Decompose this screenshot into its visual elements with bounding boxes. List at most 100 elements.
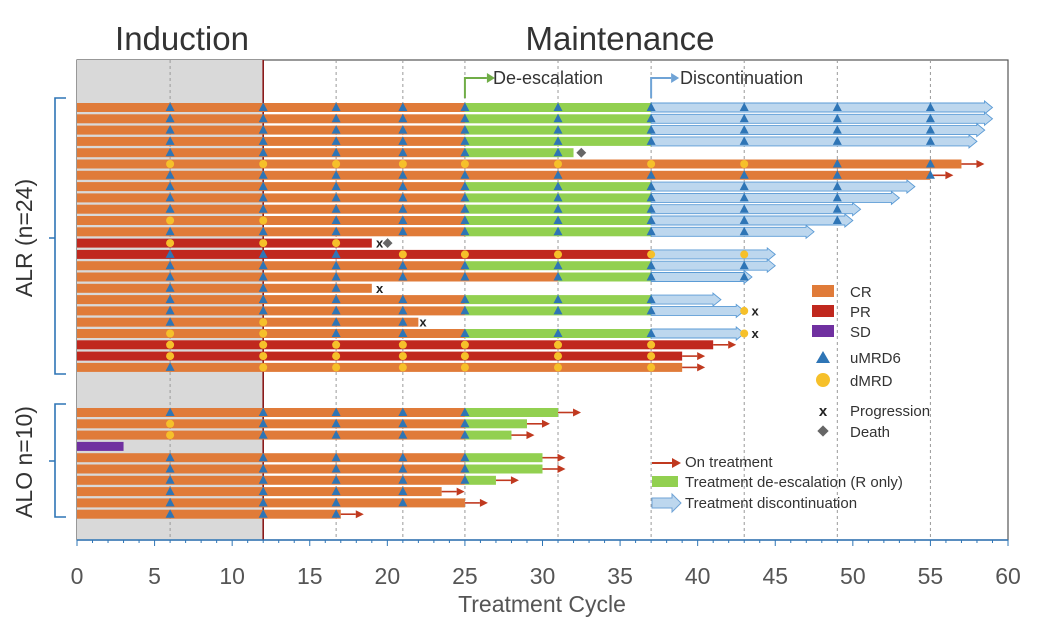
patient-3-umrd6-marker-0 [165, 125, 175, 134]
patient-12-umrd6-marker-6 [646, 226, 656, 236]
legend-label-on-treatment: On treatment [685, 454, 773, 471]
patient-3-umrd6-marker-2 [331, 125, 341, 134]
patient-22-dmrd-marker-6 [647, 340, 656, 349]
patient-9-umrd6-marker-1 [258, 192, 268, 202]
patient-1-umrd6-marker-7 [739, 102, 749, 111]
patient-29-umrd6-marker-4 [460, 452, 470, 462]
patient-19-discontinuation-arrow [650, 303, 745, 319]
patient-10-umrd6-marker-8 [832, 204, 842, 213]
patient-2-umrd6-marker-3 [398, 113, 408, 123]
patient-23-dmrd-marker-5 [554, 352, 563, 361]
patient-19-dmrd-marker-7 [740, 306, 749, 315]
patient-21-response-bar [77, 329, 465, 338]
patient-18-umrd6-marker-4 [460, 294, 470, 304]
patient-21-progression-marker: x [751, 326, 759, 341]
patient-5-death-marker [576, 147, 587, 158]
patient-11-umrd6-marker-3 [398, 215, 408, 224]
patient-2-umrd6-marker-8 [832, 113, 842, 123]
patient-9-umrd6-marker-8 [832, 192, 842, 202]
patient-19-umrd6-marker-2 [331, 305, 341, 315]
patient-29-umrd6-marker-0 [165, 452, 175, 462]
patient-12-umrd6-marker-0 [165, 226, 175, 236]
patient-7-umrd6-marker-6 [646, 170, 656, 179]
patient-23-dmrd-marker-6 [647, 352, 656, 361]
patient-3-response-bar [77, 125, 465, 135]
legend-label-deescalation: Treatment de-escalation (R only) [685, 474, 903, 491]
patient-10-umrd6-marker-7 [739, 204, 749, 213]
legend-label-progression: Progression [850, 403, 930, 420]
legend-label-sd: SD [850, 324, 871, 341]
patient-34-umrd6-marker-0 [165, 509, 175, 518]
patient-16-deescalation-bar [558, 272, 652, 282]
patient-5-umrd6-marker-1 [258, 147, 268, 157]
patient-21-umrd6-marker-4 [460, 328, 470, 337]
x-tick-label-10: 10 [219, 563, 245, 589]
patient-1-discontinuation-arrow [650, 100, 994, 115]
patient-13-death-marker [382, 238, 393, 249]
patient-25-umrd6-marker-2 [331, 407, 341, 416]
patient-2-umrd6-marker-4 [460, 113, 470, 123]
patient-29-response-bar [77, 453, 465, 463]
patient-3-umrd6-marker-4 [460, 125, 470, 134]
patient-22-dmrd-marker-0 [166, 340, 175, 349]
legend-deescalation-swatch [652, 476, 678, 487]
patient-9-discontinuation-arrow [650, 190, 901, 206]
patient-12-umrd6-marker-1 [258, 226, 268, 236]
patient-21-umrd6-marker-3 [398, 328, 408, 337]
patient-11-umrd6-marker-5 [553, 215, 563, 224]
patient-6-umrd6-marker-8 [832, 159, 842, 168]
legend-label-umrd6: uMRD6 [850, 350, 901, 367]
patient-27-response-bar [77, 430, 465, 440]
patient-14-dmrd-marker-3 [398, 250, 407, 259]
annotation-deescalation: De-escalation [493, 68, 603, 88]
patient-11-umrd6-marker-7 [739, 215, 749, 224]
patient-27-on-treatment-arrowhead [526, 431, 535, 440]
patient-4-response-bar [77, 136, 465, 146]
patient-33-umrd6-marker-2 [331, 497, 341, 507]
patient-3-umrd6-marker-5 [553, 125, 563, 134]
patient-3-umrd6-marker-8 [832, 125, 842, 134]
patient-1-umrd6-marker-5 [553, 102, 563, 111]
patient-18-umrd6-marker-2 [331, 294, 341, 304]
phase-label-maintenance: Maintenance [526, 20, 715, 57]
legend-label-cr: CR [850, 284, 872, 301]
patient-10-response-bar [77, 204, 465, 214]
patient-28-response-bar [77, 441, 124, 451]
patient-27-umrd6-marker-2 [331, 430, 341, 439]
patient-23-dmrd-marker-3 [398, 352, 407, 361]
patient-25-umrd6-marker-3 [398, 407, 408, 416]
patient-18-umrd6-marker-3 [398, 294, 408, 304]
patient-2-discontinuation-arrow [650, 111, 994, 127]
patient-31-umrd6-marker-0 [165, 475, 175, 484]
patient-16-umrd6-marker-6 [646, 272, 656, 281]
patient-6-umrd6-marker-9 [925, 159, 935, 168]
patient-33-umrd6-marker-0 [165, 497, 175, 507]
patient-16-umrd6-marker-0 [165, 272, 175, 281]
patient-1-umrd6-marker-3 [398, 102, 408, 111]
patient-13-progression-marker: x [376, 236, 384, 251]
patient-18-umrd6-marker-5 [553, 294, 563, 304]
patient-15-umrd6-marker-5 [553, 260, 563, 270]
patient-11-response-bar [77, 216, 465, 225]
patient-9-umrd6-marker-7 [739, 192, 749, 202]
patient-34-umrd6-marker-1 [258, 509, 268, 518]
patient-21-dmrd-marker-7 [740, 329, 749, 338]
patient-26-response-bar [77, 419, 465, 429]
patient-6-dmrd-marker-0 [166, 160, 175, 168]
deescalation-pointer-head [486, 73, 495, 83]
patient-23-response-bar [77, 351, 683, 361]
discontinuation-pointer-head [671, 73, 680, 83]
patient-16-umrd6-marker-4 [460, 272, 470, 281]
legend-on-treatment-arrowhead [672, 458, 681, 468]
patient-8-umrd6-marker-3 [398, 181, 408, 191]
patient-1-response-bar [77, 103, 465, 112]
patient-10-umrd6-marker-4 [460, 204, 470, 213]
patient-7-umrd6-marker-5 [553, 170, 563, 179]
patient-12-response-bar [77, 227, 465, 237]
patient-10-umrd6-marker-5 [553, 204, 563, 213]
patient-4-discontinuation-arrow [650, 133, 978, 149]
patient-30-umrd6-marker-4 [460, 464, 470, 473]
patient-6-dmrd-marker-6 [647, 160, 656, 168]
patient-30-umrd6-marker-0 [165, 464, 175, 473]
patient-26-deescalation-bar [464, 419, 527, 429]
